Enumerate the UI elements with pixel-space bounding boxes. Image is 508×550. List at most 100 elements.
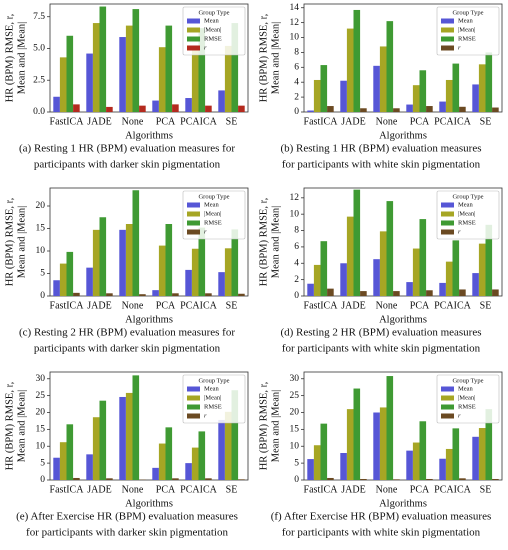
bar	[360, 108, 367, 112]
bar	[439, 282, 446, 296]
bar	[353, 189, 361, 296]
legend-label: Mean	[458, 201, 474, 208]
bar	[379, 231, 387, 296]
bar	[445, 261, 453, 296]
y-axis-label: HR (BPM) RMSE, r,	[258, 14, 269, 103]
y-axis-label: HR (BPM) RMSE, r,	[4, 14, 15, 103]
y-tick-label: 8	[294, 48, 299, 58]
x-tick-label: PCA	[410, 484, 430, 495]
caption: (a) Resting 1 HR (BPM) evaluation measur…	[19, 143, 235, 155]
x-tick-label: FastICA	[304, 300, 339, 311]
y-axis-label: Mean and |Mean|	[16, 22, 27, 94]
legend-swatch	[441, 27, 454, 33]
bar	[125, 392, 133, 480]
y-tick-label: 15	[36, 425, 46, 435]
bar	[165, 427, 173, 480]
x-tick-label: PCA	[156, 116, 176, 127]
y-tick-label: 5	[40, 458, 45, 468]
bar	[172, 104, 179, 112]
x-tick-label: PCA	[156, 484, 176, 495]
bar	[340, 453, 347, 480]
y-tick-label: 4	[294, 77, 299, 87]
y-axis-label: HR (BPM) RMSE, r,	[258, 382, 269, 471]
x-tick-label: SE	[480, 300, 492, 311]
y-tick-label: 10	[36, 246, 46, 256]
bar	[459, 478, 466, 480]
bar	[92, 229, 100, 296]
bar	[313, 445, 321, 480]
y-axis-label: HR (BPM) RMSE, r,	[4, 382, 15, 471]
legend-label: r	[204, 228, 207, 235]
bar	[327, 288, 334, 296]
caption: (e) After Exercise HR (BPM) evaluation m…	[16, 511, 238, 523]
plot-frame	[303, 3, 503, 113]
legend-label: RMSE	[204, 219, 222, 226]
x-tick-label: SE	[226, 116, 238, 127]
bar	[158, 443, 166, 480]
bar	[452, 428, 460, 480]
bar	[191, 447, 199, 480]
x-tick-label: PCAICA	[180, 484, 217, 495]
caption: participants with darker skin pigmentati…	[34, 159, 221, 171]
legend-swatch	[187, 27, 200, 33]
bar	[485, 224, 493, 296]
bar	[439, 458, 446, 480]
y-tick-label: 0	[294, 107, 299, 117]
bar	[106, 478, 113, 480]
y-tick-label: 6	[294, 242, 299, 252]
legend-swatch	[187, 386, 200, 392]
bar	[191, 248, 199, 296]
bar	[238, 293, 245, 296]
bar	[320, 65, 328, 112]
legend-swatch	[187, 395, 200, 401]
bar	[66, 35, 74, 112]
x-tick-label: None	[376, 116, 398, 127]
bar	[92, 23, 100, 112]
bar	[327, 477, 334, 480]
bar	[478, 64, 486, 112]
y-tick-label: 12	[290, 18, 300, 28]
legend-title: Group Type	[452, 9, 483, 16]
y-tick-label: 5.0	[33, 44, 45, 54]
legend-swatch	[187, 202, 200, 208]
bar	[218, 90, 225, 112]
bar	[346, 28, 354, 113]
y-tick-label: 15	[36, 224, 46, 234]
x-axis-label: Algorithms	[125, 130, 173, 141]
legend-title: Group Type	[452, 377, 483, 384]
bar	[360, 291, 367, 296]
bar	[231, 390, 239, 480]
plot-frame	[303, 187, 503, 297]
bar	[307, 110, 314, 112]
legend-label: Mean	[204, 17, 220, 24]
x-tick-label: FastICA	[304, 116, 339, 127]
bar	[99, 400, 107, 480]
legend-label: |Mean|	[204, 210, 221, 217]
bar	[185, 98, 192, 112]
bar	[106, 106, 113, 112]
x-tick-label: SE	[226, 300, 238, 311]
bar	[125, 224, 133, 296]
y-axis-label: HR (BPM) RMSE, r,	[258, 198, 269, 287]
x-axis-label: Algorithms	[125, 314, 173, 325]
legend-swatch	[441, 229, 454, 235]
caption: (f) After Exercise HR (BPM) evaluation m…	[271, 511, 492, 523]
y-tick-label: 0	[40, 475, 45, 485]
x-axis-label: Algorithms	[379, 130, 427, 141]
legend-swatch	[441, 202, 454, 208]
bar	[419, 219, 427, 296]
x-tick-label: JADE	[341, 484, 365, 495]
bar	[313, 79, 321, 112]
bar	[191, 49, 199, 112]
bar	[320, 241, 328, 296]
bar	[353, 388, 361, 480]
bar	[478, 428, 486, 480]
legend-label: |Mean|	[204, 26, 221, 33]
bar	[86, 267, 93, 296]
y-axis-label: Mean and |Mean|	[270, 22, 281, 94]
bar	[406, 104, 413, 112]
y-axis-label: Mean and |Mean|	[270, 390, 281, 462]
bar	[185, 463, 192, 480]
bar	[132, 9, 140, 113]
